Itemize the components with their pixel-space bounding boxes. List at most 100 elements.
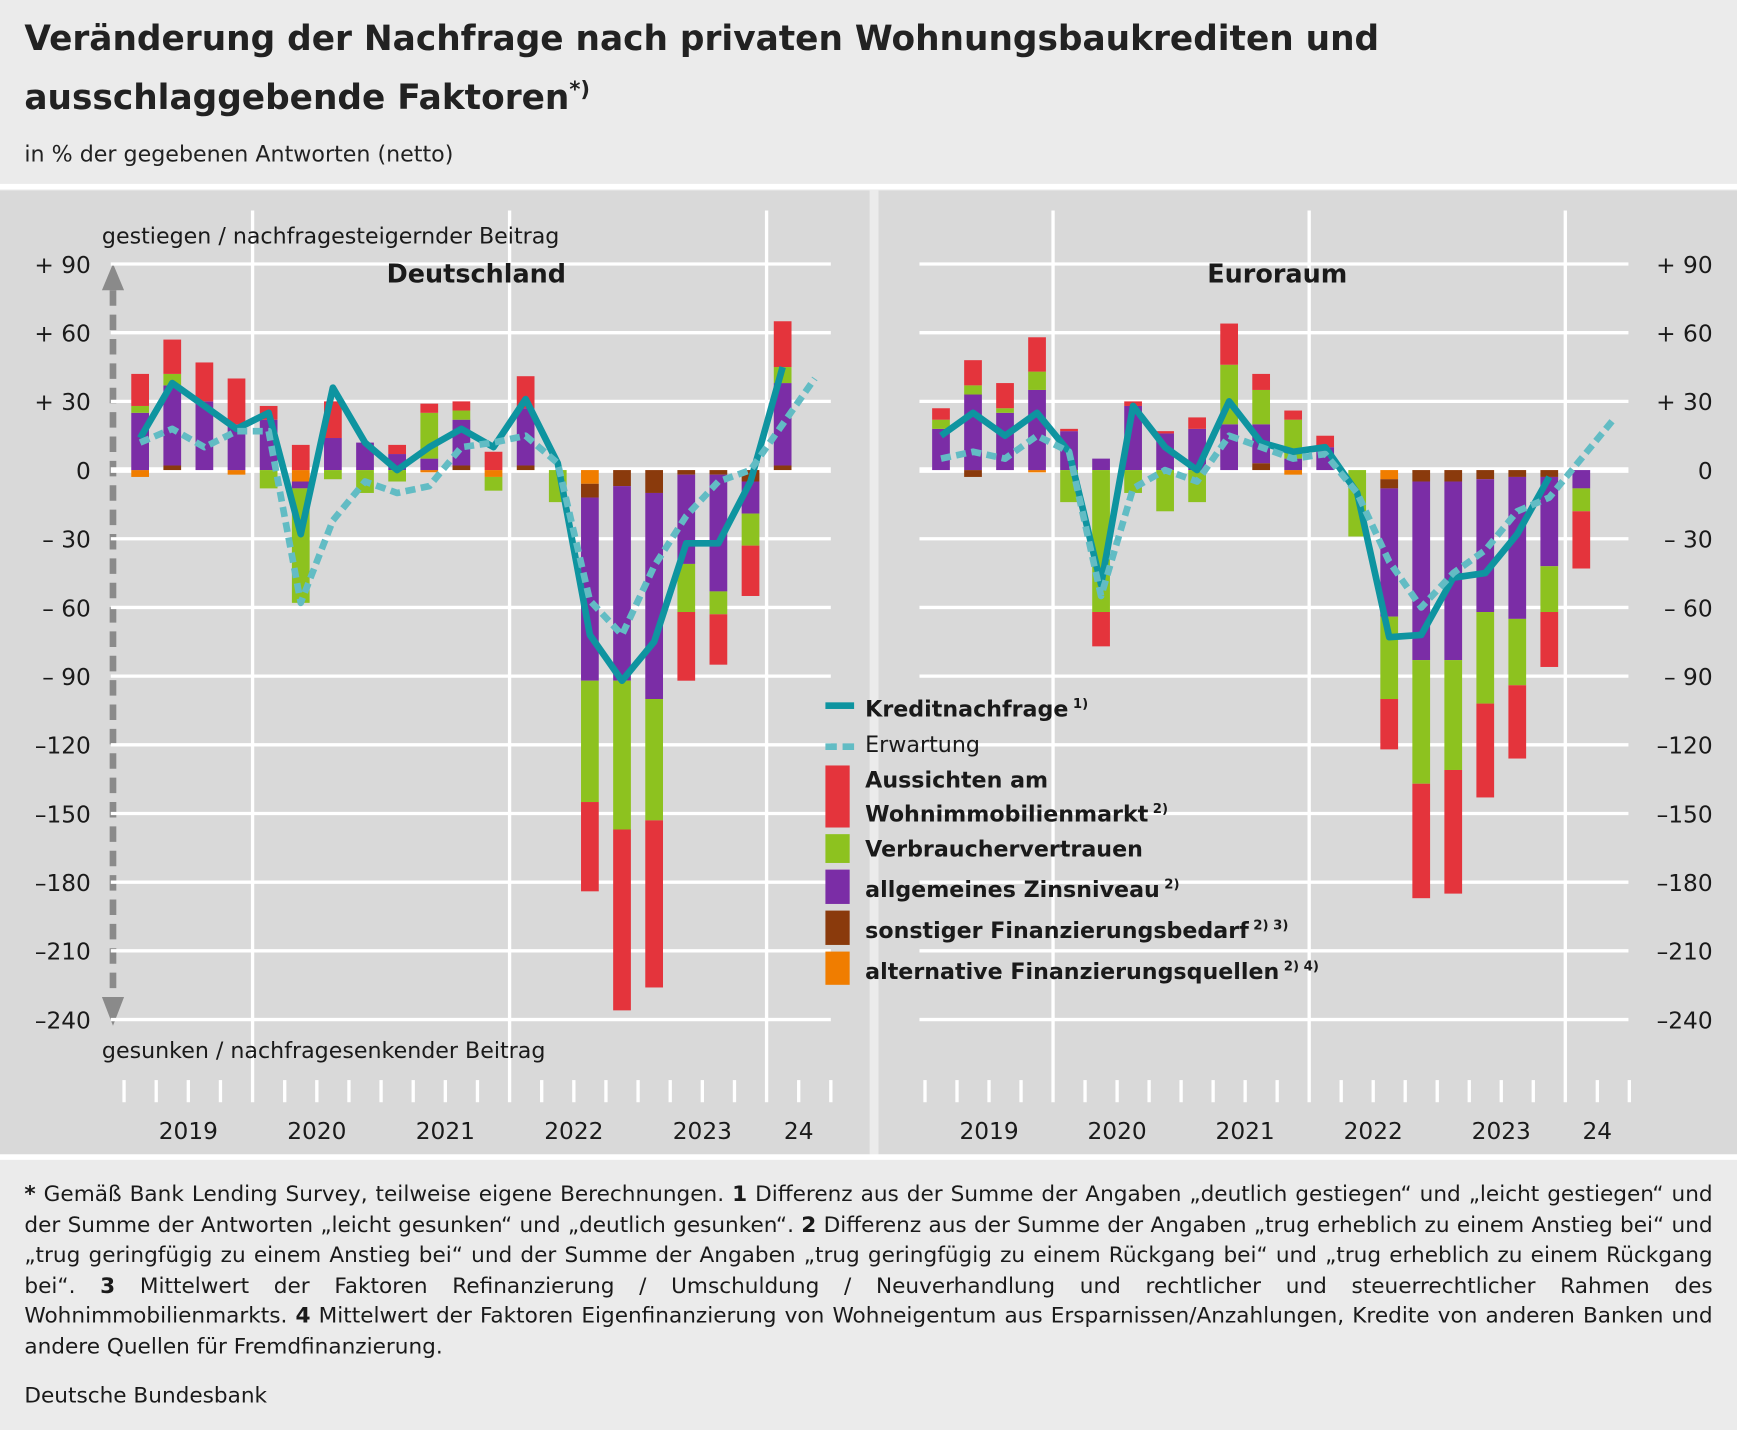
y-tick-label: + 30 [1656, 389, 1712, 416]
y-tick-label: + 30 [34, 389, 90, 416]
legend-text: alternative Finanzierungsquellen 2) 4) [865, 951, 1319, 985]
legend-note: 1) [1072, 695, 1089, 712]
bar-segment [1380, 470, 1399, 480]
bar-segment [1252, 389, 1271, 425]
bar-segment [1092, 612, 1110, 647]
bar-segment [1444, 470, 1463, 482]
legend-item: Kreditnachfrage 1) [825, 689, 1346, 723]
bar-segment [613, 829, 631, 1011]
legend-swatch [825, 869, 850, 904]
bar-segment [1444, 660, 1463, 770]
x-group-label: 2022 [544, 1118, 603, 1145]
bar-segment [677, 470, 696, 475]
bar-segment [131, 373, 149, 406]
bar-segment [1508, 476, 1527, 619]
y-tick-label: 0 [1698, 458, 1713, 485]
legend-item: sonstiger Finanzierungsbedarf 2) 3) [825, 910, 1346, 945]
bar-segment [291, 481, 310, 489]
arrow-head [101, 997, 125, 1026]
bar-segment [1380, 479, 1399, 489]
bar-segment [645, 699, 664, 821]
bar-segment [645, 470, 664, 493]
bar-segment [163, 385, 182, 466]
footnote-mark: * [24, 1180, 36, 1207]
legend-text: Aussichten am Wohnimmobilienmarkt 2) [865, 765, 1197, 828]
footnotes: * Gemäß Bank Lending Survey, teilweise e… [24, 1179, 1712, 1362]
bar-segment [1572, 488, 1591, 512]
legend-text: allgemeines Zinsniveau 2) [865, 870, 1179, 904]
y-tick-label: – 30 [1664, 527, 1713, 554]
bar-segment [964, 360, 982, 386]
demand-line [137, 366, 786, 685]
y-tick-label: –120 [1657, 733, 1713, 760]
x-group-label: 2020 [1087, 1118, 1146, 1145]
legend-note: 2) 3) [1253, 917, 1289, 933]
bar-segment [1540, 476, 1559, 567]
footnote-text: Differenz aus der Summe der Angaben „deu… [24, 1180, 1713, 1237]
y-tick-label: –180 [35, 870, 91, 897]
bar-segment [324, 470, 342, 480]
legend-item: alternative Finanzierungsquellen 2) 4) [825, 951, 1346, 986]
bar-segment [1028, 371, 1046, 390]
legend-item: Aussichten am Wohnimmobilienmarkt 2) [825, 765, 1346, 828]
bar-segment [1156, 431, 1174, 434]
legend-item: Erwartung [825, 730, 1346, 759]
bar-segment [1380, 488, 1399, 617]
bar-segment [996, 383, 1014, 409]
bar-segment [1284, 410, 1303, 420]
legend-swatch [825, 765, 850, 828]
footnote-mark: 1 [732, 1180, 748, 1207]
bar-segment [195, 401, 214, 471]
bar-segment [259, 470, 278, 489]
bar-segment [1028, 389, 1046, 471]
y-tick-label: –240 [1657, 1007, 1713, 1034]
bar-segment [677, 612, 696, 681]
legend-label: Aussichten am Wohnimmobilienmarkt [865, 766, 1149, 827]
x-group-label: 2020 [287, 1118, 346, 1145]
bar-segment [932, 419, 950, 429]
bar-segment [1220, 323, 1238, 365]
bar-segment [420, 458, 439, 471]
bar-segment [388, 444, 407, 455]
footnote-text: Mittelwert der Faktoren Eigenfinanzierun… [24, 1302, 1713, 1359]
y-tick-label: –180 [1657, 870, 1713, 897]
legend-item: Verbrauchervertrauen [825, 834, 1346, 864]
bar-segment [484, 451, 503, 471]
legend-note: 2) [1152, 800, 1169, 817]
bar-segment [709, 614, 728, 665]
x-group-label: 24 [784, 1118, 814, 1145]
legend-body: Kreditnachfrage 1) Erwartung Aussichten am … [825, 689, 1346, 986]
bar-segment [1508, 470, 1527, 477]
bar-segment [645, 820, 664, 988]
bar-segment [1060, 428, 1078, 432]
title-note: *) [569, 77, 591, 102]
bar-segment [613, 680, 631, 830]
bar-segment [452, 401, 471, 411]
y-tick-label: + 60 [34, 321, 90, 348]
bar-segment [1188, 470, 1206, 503]
bar-segment [1412, 470, 1431, 482]
bar-segment [964, 385, 982, 395]
bar-segment [1572, 470, 1591, 489]
y-tick-label: –240 [35, 1007, 91, 1034]
x-group-label: 24 [1583, 1118, 1613, 1145]
y-tick-label: + 60 [1656, 321, 1712, 348]
bar-segment [1572, 511, 1591, 569]
legend-swatch [825, 742, 855, 750]
legend-text: sonstiger Finanzierungsbedarf 2) 3) [865, 911, 1288, 945]
legend-note: 2) [1164, 876, 1180, 893]
y-tick-label: – 30 [42, 527, 91, 554]
legend-label: allgemeines Zinsniveau [865, 876, 1160, 903]
bar-segment [1508, 685, 1527, 759]
bar-segment [388, 470, 407, 482]
bar-segment [581, 470, 599, 484]
arrow-head [101, 263, 125, 291]
footnote-text: Mittelwert der Faktoren Refinanzierung /… [24, 1272, 1713, 1329]
bar-segment [1508, 618, 1527, 686]
legend-label: alternative Finanzierungsquellen [865, 957, 1280, 985]
bar-segment [996, 408, 1014, 413]
bar-segment [1028, 337, 1046, 372]
bar-segment [1540, 470, 1559, 477]
bar-segment [964, 394, 982, 471]
